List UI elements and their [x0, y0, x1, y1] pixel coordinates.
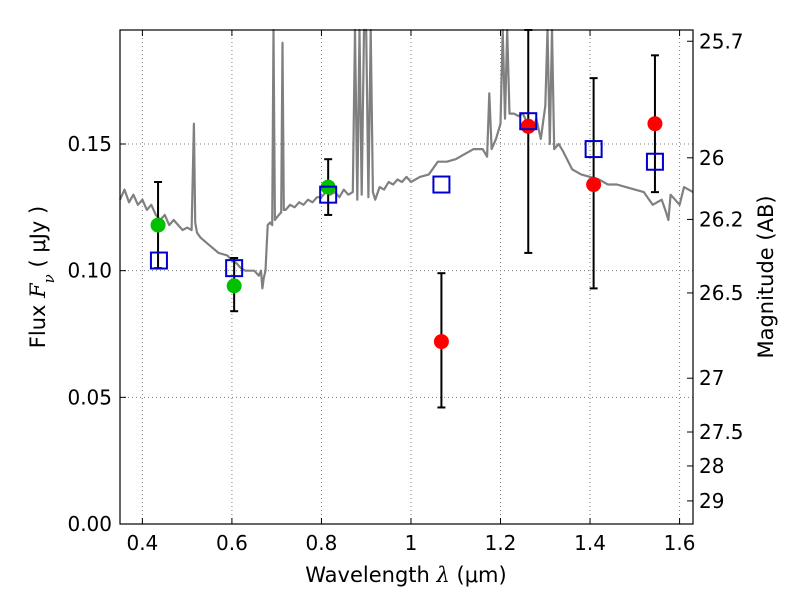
- model-flux-point: [149, 251, 168, 270]
- model-flux-point: [432, 175, 451, 194]
- y-tick-label: 0.05: [67, 385, 112, 409]
- model-flux-points: [149, 112, 664, 278]
- model-flux-point: [584, 140, 603, 159]
- y-tick-label: 0.10: [67, 259, 112, 283]
- y-axis-label: Flux Fν ( μJy ): [26, 206, 58, 348]
- observed-point: [520, 118, 536, 134]
- error-bars: [154, 29, 659, 409]
- x-tick-label: 0.6: [216, 531, 248, 555]
- y-axis-symbol: F: [26, 282, 50, 299]
- x-tick-label: 1.4: [574, 531, 606, 555]
- x-axis-unit: (μm): [450, 563, 507, 587]
- x-tick-label: 0.4: [126, 531, 158, 555]
- plot-frame: [119, 29, 694, 525]
- right-axis-tick-label: 28: [699, 454, 724, 478]
- y-tick-label: 0.00: [67, 512, 112, 536]
- x-axis-lambda: λ: [436, 563, 450, 587]
- x-axis-label: Wavelength λ (μm): [305, 563, 506, 587]
- y-axis-label-prefix: Flux: [26, 298, 50, 348]
- model-spectrum-line: [118, 28, 694, 290]
- observed-point: [226, 278, 242, 294]
- model-flux-point: [319, 185, 338, 204]
- model-spectrum: [118, 28, 694, 290]
- model-flux-point: [645, 152, 664, 171]
- right-axis-tick-label: 26: [699, 146, 724, 170]
- observed-point: [433, 334, 449, 350]
- x-axis-label-prefix: Wavelength: [305, 563, 436, 587]
- x-tick-label: 1.2: [485, 531, 517, 555]
- y-axis-unit: ( μJy ): [26, 206, 50, 274]
- x-tick-label: 1.6: [664, 531, 696, 555]
- model-flux-point: [519, 112, 538, 131]
- observed-point: [586, 177, 602, 193]
- x-tick-label: 1: [405, 531, 418, 555]
- right-axis-tick-label: 26.2: [699, 207, 744, 231]
- right-axis-tick-label: 29: [699, 489, 724, 513]
- observed-point: [647, 116, 663, 132]
- right-axis-tick-label: 27: [699, 366, 724, 390]
- y-axis-subscript: ν: [40, 274, 58, 283]
- right-axis-tick-label: 27.5: [699, 420, 744, 444]
- right-axis-tick-label: 25.7: [699, 29, 744, 53]
- right-axis-label: Magnitude (AB): [754, 195, 778, 358]
- x-tick-label: 0.8: [306, 531, 338, 555]
- observed-point: [150, 217, 166, 233]
- y-tick-label: 0.15: [67, 132, 112, 156]
- axis-ticks: 0.4 0.6 0.8 1 1.2 1.4 1.6 0.00 0.05 0.10 0.15 25.7 2…: [67, 29, 743, 555]
- model-flux-point: [225, 259, 244, 278]
- right-axis-tick-label: 26.5: [699, 281, 744, 305]
- grid-lines: [120, 30, 693, 525]
